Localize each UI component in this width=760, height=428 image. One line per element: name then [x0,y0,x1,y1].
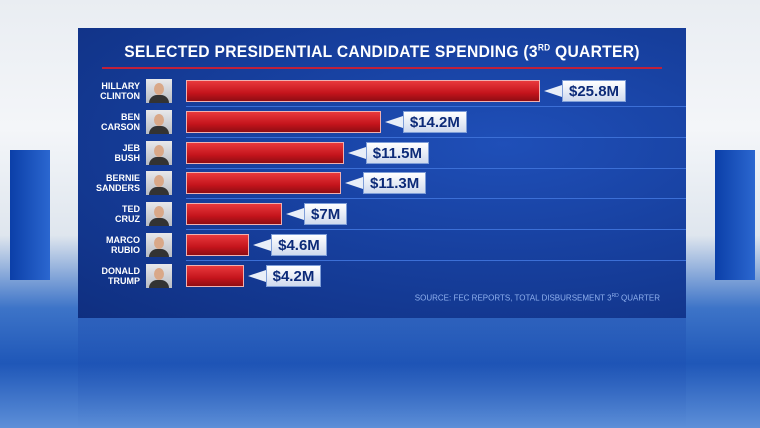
row-separator [186,106,686,107]
value-label: $4.2M [265,264,322,287]
studio-pillar [10,150,50,280]
value-pointer [384,115,403,128]
value-pointer [247,269,266,282]
candidate-name-line: HILLARY [101,81,140,91]
studio-pillar [715,150,755,280]
candidate-name-line: BUSH [114,152,140,163]
bar [186,141,344,164]
chart-panel: SELECTED PRESIDENTIAL CANDIDATE SPENDING… [78,28,686,318]
title-rule [102,67,662,69]
value-label: $7M [304,203,348,226]
source-note: SOURCE: FEC REPORTS, TOTAL DISBURSEMENT … [414,293,660,303]
value-pointer [347,146,366,159]
bar [186,203,283,226]
panel-reflection [78,318,686,428]
candidate-name-line: CLINTON [100,91,140,101]
value-pointer [544,85,562,97]
candidate-name: HILLARY CLINTON [90,81,140,101]
candidate-name-line: JEB [122,142,140,153]
candidate-name-line: DONALD [101,265,141,276]
row-separator [186,198,686,200]
candidate-name-line: CARSON [100,121,140,132]
candidate-name: BERNIE SANDERS [90,173,140,193]
value-label: $4.6M [271,234,327,256]
bar [186,234,250,256]
candidate-name-line: TRUMP [108,275,140,286]
candidate-photo [146,171,172,196]
row-separator [186,136,686,138]
row-separator [186,167,686,169]
candidate-photo [146,79,172,103]
candidate-name-line: BERNIE [105,173,140,184]
candidate-name-line: BEN [120,111,140,122]
candidate-name: TED CRUZ [90,204,140,224]
bar [186,172,342,195]
bar [186,110,381,133]
chart-title: SELECTED PRESIDENTIAL CANDIDATE SPENDING… [124,42,640,61]
candidate-name: BEN CARSON [90,112,140,132]
value-label: $14.2M [402,110,467,133]
value-label: $25.8M [562,80,627,102]
candidate-name-line: TED [122,204,140,215]
row-separator [186,229,686,231]
candidate-name: DONALD TRUMP [90,265,141,286]
value-pointer [345,177,364,190]
candidate-name: JEB BUSH [90,143,140,163]
value-pointer [286,208,305,221]
row-separator [186,260,686,261]
candidate-photo [146,233,172,257]
value-label: $11.5M [365,141,429,164]
bar [186,264,244,287]
candidate-name-line: SANDERS [95,183,140,194]
candidate-name-line: CRUZ [115,214,140,225]
value-pointer [253,239,272,251]
value-label: $11.3M [363,172,427,195]
candidate-photo [146,263,172,288]
bar [186,80,540,102]
candidate-photo [146,140,172,165]
candidate-name: MARCO RUBIO [90,235,140,255]
candidate-photo [146,109,172,134]
candidate-photo [146,202,172,227]
candidate-name-line: RUBIO [111,245,140,255]
candidate-name-line: MARCO [106,235,140,245]
